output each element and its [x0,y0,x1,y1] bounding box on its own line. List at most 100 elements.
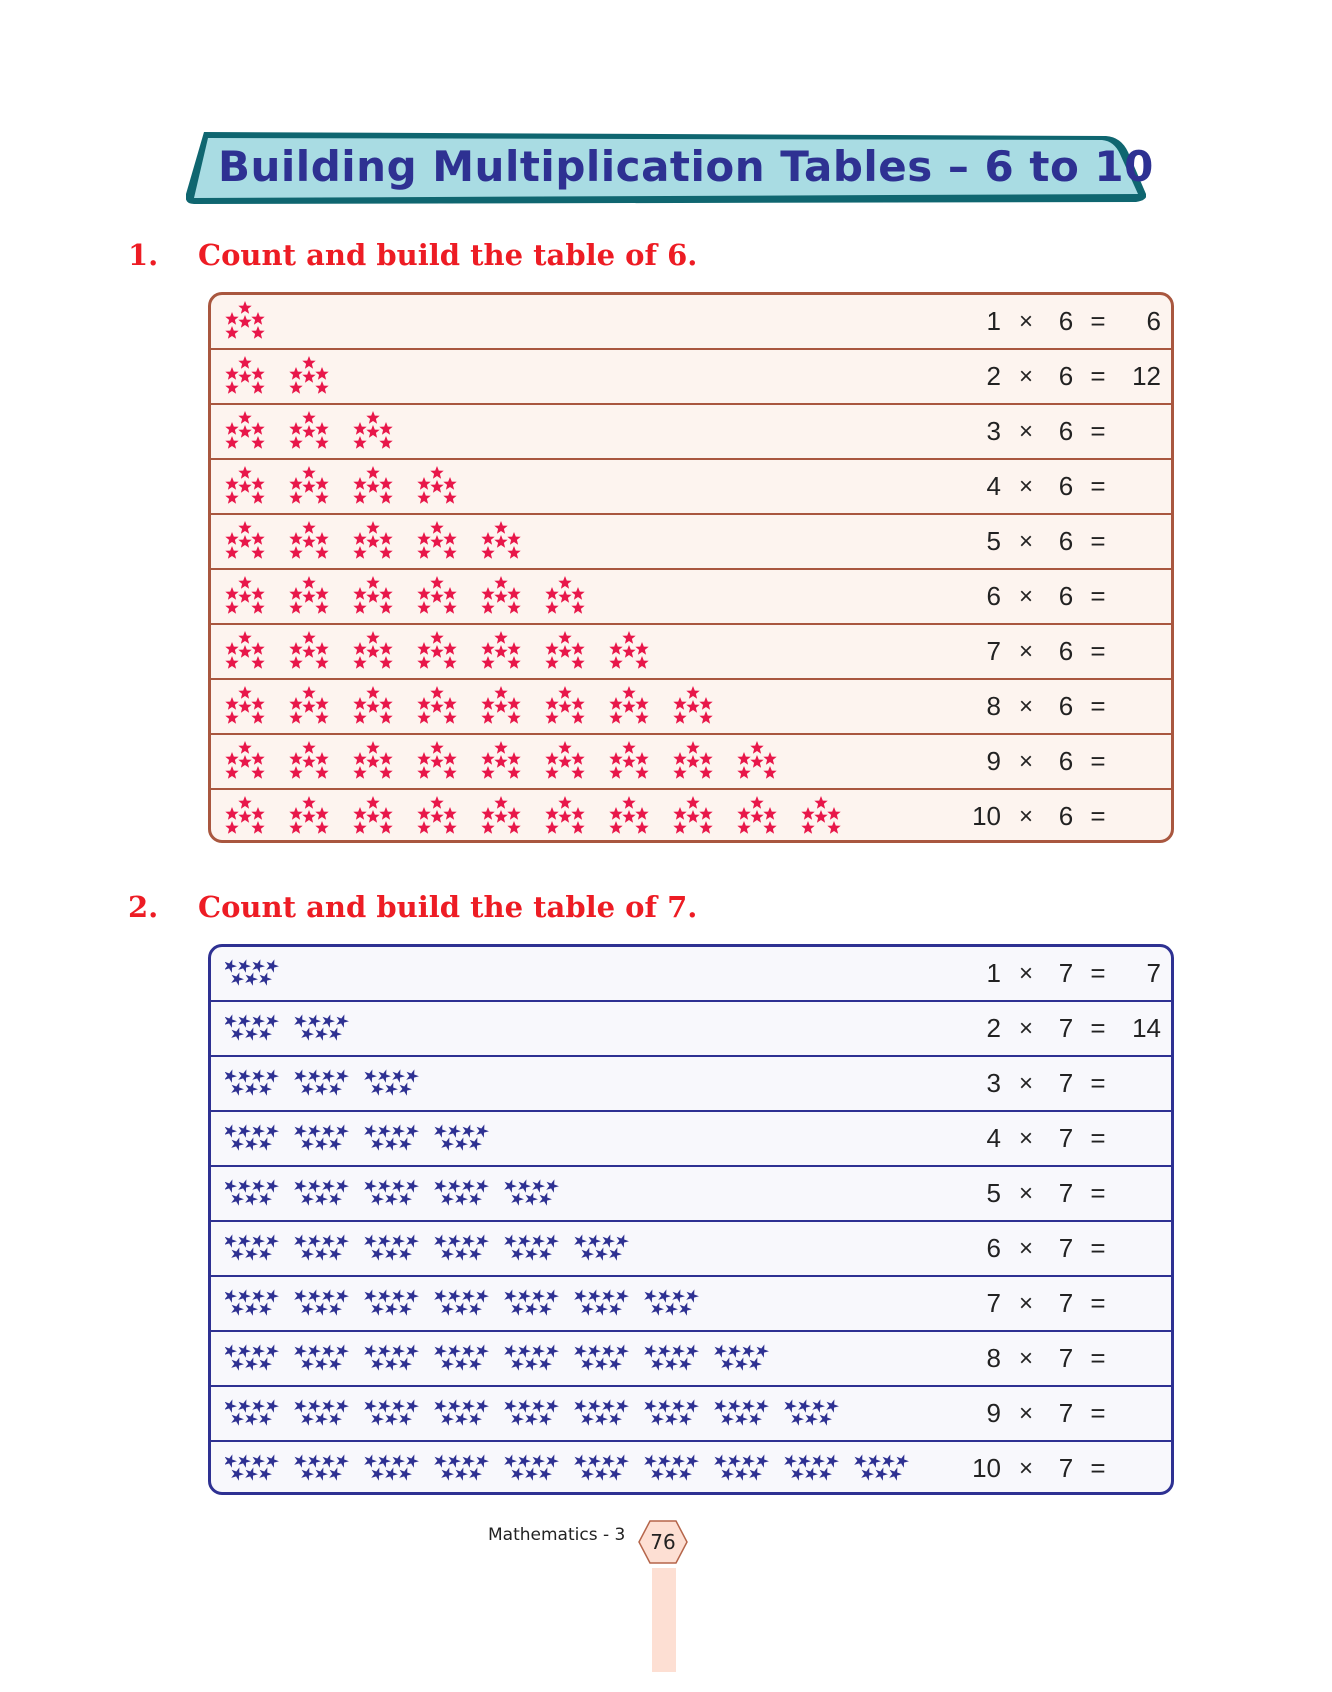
star-icon [225,587,239,600]
star-icon [494,796,508,809]
pinwheel-star-icon [742,1399,755,1413]
multiplicand: 5 [986,1178,1001,1208]
answer[interactable] [1111,515,1161,568]
pinwheel-star-icon [259,1302,272,1316]
multiplicand: 4 [986,1123,1001,1153]
answer[interactable] [1111,1387,1161,1440]
pinwheel-star-icon [476,1124,489,1138]
pinwheel-star-icon [378,1124,391,1138]
pinwheel-star-icon [231,1192,244,1206]
star-icon [494,631,508,644]
star-group [353,466,393,504]
answer[interactable] [1111,625,1161,678]
factor: 7 [1058,958,1074,988]
pinwheel-star-icon [756,1454,769,1468]
answer[interactable] [1111,735,1161,788]
multiplicand: 9 [986,1398,1001,1428]
answer[interactable] [1111,1222,1161,1275]
star-groups [225,1179,559,1206]
star-icon [289,422,303,435]
pinwheel-star-icon [406,1069,419,1083]
pinwheel-star-icon [749,1412,762,1426]
pinwheel-star-icon [378,1289,391,1303]
star-icon [443,477,457,490]
star-icon [763,807,777,820]
pinwheel-star-icon [714,1344,727,1358]
pinwheel-star-icon [378,1069,391,1083]
answer[interactable]: 7 [1146,958,1161,988]
answer[interactable] [1111,680,1161,733]
table-row: 3 × 6 = [211,405,1171,460]
star-group [364,1124,419,1151]
answer[interactable]: 12 [1132,361,1161,391]
pinwheel-star-icon [539,1467,552,1481]
star-group [545,631,585,669]
star-icon [430,755,444,768]
star-icon [494,535,508,548]
answer[interactable] [1111,790,1161,840]
answer[interactable] [1111,1442,1161,1492]
star-icon [494,810,508,823]
star-group [417,521,457,559]
star-icon [571,807,585,820]
answer[interactable] [1111,1277,1161,1330]
answer[interactable] [1111,1112,1161,1165]
answer[interactable] [1111,460,1161,513]
star-group [504,1454,559,1481]
pinwheel-star-icon [406,1234,419,1248]
star-icon [417,546,431,559]
pinwheel-star-icon [441,1467,454,1481]
star-icon [699,807,713,820]
answer[interactable] [1111,570,1161,623]
star-group [504,1399,559,1426]
pinwheel-star-icon [546,1344,559,1358]
star-icon [558,810,572,823]
star-icon [315,807,329,820]
multiplicand: 3 [986,416,1001,446]
pinwheel-star-icon [665,1302,678,1316]
pinwheel-star-icon [532,1234,545,1248]
answer[interactable]: 14 [1132,1013,1161,1043]
pinwheel-star-icon [679,1302,692,1316]
times-sign: × [1018,960,1033,987]
equals-sign: = [1090,958,1106,988]
pinwheel-star-icon [511,1412,524,1426]
answer[interactable] [1111,1057,1161,1110]
equals-sign: = [1090,1123,1106,1153]
answer[interactable] [1111,1332,1161,1385]
star-icon [571,587,585,600]
answer[interactable] [1111,405,1161,458]
pinwheel-star-icon [476,1179,489,1193]
pinwheel-star-icon [252,1179,265,1193]
pinwheel-star-icon [385,1247,398,1261]
star-icon [558,645,572,658]
pinwheel-star-icon [434,1289,447,1303]
pinwheel-star-icon [434,1344,447,1358]
pinwheel-star-icon [644,1344,657,1358]
equals-sign: = [1090,636,1106,666]
pinwheel-star-icon [511,1302,524,1316]
star-icon [315,642,329,655]
star-icon [225,697,239,710]
answer[interactable] [1111,1167,1161,1220]
pinwheel-star-icon [238,1454,251,1468]
pinwheel-star-icon [812,1454,825,1468]
pinwheel-star-icon [294,1179,307,1193]
star-icon [417,587,431,600]
star-group [545,686,585,724]
pinwheel-star-icon [392,1289,405,1303]
star-groups [225,741,777,779]
answer[interactable]: 6 [1146,306,1161,336]
pinwheel-star-icon [602,1399,615,1413]
star-icon [315,381,329,394]
pinwheel-star-icon [336,1289,349,1303]
star-icon [366,590,380,603]
pinwheel-star-icon [406,1289,419,1303]
pinwheel-star-icon [225,1069,237,1083]
pinwheel-star-icon [441,1357,454,1371]
pinwheel-star-icon [245,1247,258,1261]
star-icon [494,590,508,603]
pinwheel-star-icon [798,1454,811,1468]
pinwheel-star-icon [385,1302,398,1316]
star-icon [481,546,495,559]
